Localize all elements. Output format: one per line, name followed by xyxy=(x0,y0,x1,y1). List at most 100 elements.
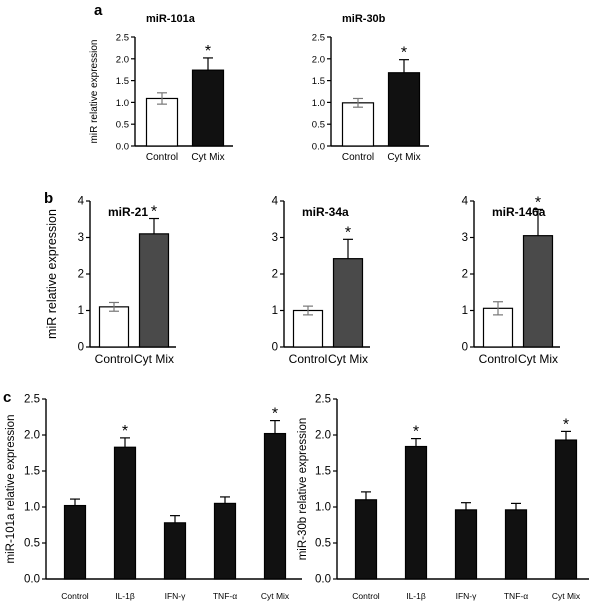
y-tick-label: 1 xyxy=(78,305,84,317)
significance-star: * xyxy=(122,423,128,440)
y-tick-label: 1.5 xyxy=(312,76,325,87)
bar xyxy=(98,306,130,348)
y-tick-label: 3 xyxy=(272,232,278,244)
y-tick-label: 1.5 xyxy=(315,466,331,478)
y-tick-label: 0.0 xyxy=(312,142,325,153)
y-tick-label: 1.0 xyxy=(312,98,325,109)
y-tick-label: 0.5 xyxy=(116,120,129,131)
category-label: TNF-α xyxy=(213,591,237,601)
significance-star: * xyxy=(151,204,157,221)
y-axis-label: miR-30b relative expression xyxy=(297,418,309,561)
y-tick-label: 0.5 xyxy=(24,538,40,550)
y-tick-label: 2.0 xyxy=(116,54,129,65)
significance-star: * xyxy=(535,194,541,211)
bar xyxy=(387,72,421,147)
y-tick-label: 2.0 xyxy=(315,430,331,442)
bar xyxy=(554,439,578,580)
y-tick-label: 2.5 xyxy=(116,33,129,44)
bar xyxy=(404,445,428,580)
category-label: Control xyxy=(289,352,328,366)
chart-5: 0 1 2 3 4 Control * Cyt Mix miR-146a xyxy=(462,194,560,366)
significance-star: * xyxy=(563,416,569,433)
category-label: Cyt Mix xyxy=(328,352,368,366)
y-tick-label: 0 xyxy=(78,342,84,354)
chart-3: 0 1 2 3 4 Control * Cyt Mix miR-21 miR relative e… xyxy=(45,196,176,366)
y-tick-label: 3 xyxy=(78,232,84,244)
y-axis-label: miR relative expression xyxy=(45,209,59,339)
bar xyxy=(504,509,528,580)
significance-star: * xyxy=(401,45,407,62)
bar xyxy=(138,233,170,348)
category-label: TNF-α xyxy=(504,591,528,601)
bar xyxy=(163,522,187,580)
chart-2: 0.0 0.5 1.0 1.5 2.0 2.5 Control * Cyt Mix miR-30b xyxy=(312,13,429,163)
y-tick-label: 2.5 xyxy=(24,394,40,406)
y-tick-label: 2.0 xyxy=(24,430,40,442)
y-tick-label: 0.0 xyxy=(116,142,129,153)
category-label: IFN-γ xyxy=(165,591,187,601)
y-axis-label: miR relative expression xyxy=(89,40,100,144)
y-tick-label: 2.5 xyxy=(312,33,325,44)
y-tick-label: 1 xyxy=(272,305,278,317)
chart-title: miR-30b xyxy=(342,13,386,25)
bar xyxy=(63,504,87,580)
category-label: Cyt Mix xyxy=(261,591,290,601)
y-tick-label: 2.0 xyxy=(312,54,325,65)
y-tick-label: 4 xyxy=(272,196,279,208)
significance-star: * xyxy=(345,224,351,241)
panel-letter-b: b xyxy=(44,190,53,207)
significance-star: * xyxy=(205,43,211,60)
category-label: Control xyxy=(61,591,89,601)
chart-title: miR-34a xyxy=(302,205,349,219)
category-label: Cyt Mix xyxy=(387,152,420,163)
chart-1: 0.0 0.5 1.0 1.5 2.0 2.5 Control * Cyt Mix miR-101… xyxy=(89,13,233,163)
bar xyxy=(213,502,237,580)
y-tick-label: 2 xyxy=(462,269,468,281)
category-label: IL-1β xyxy=(406,591,426,601)
significance-star: * xyxy=(272,406,278,423)
category-label: Cyt Mix xyxy=(552,591,581,601)
chart-title: miR-21 xyxy=(108,205,148,219)
category-label: IFN-γ xyxy=(456,591,478,601)
y-tick-label: 1.0 xyxy=(24,502,40,514)
y-tick-label: 0.5 xyxy=(315,538,331,550)
y-tick-label: 0.5 xyxy=(312,120,325,131)
bar xyxy=(191,69,225,147)
category-label: Control xyxy=(352,591,380,601)
y-tick-label: 1 xyxy=(462,305,468,317)
panel-letter-c: c xyxy=(3,389,11,406)
bar xyxy=(522,235,554,348)
category-label: Control xyxy=(146,152,178,163)
chart-6: 0.0 0.5 1.0 1.5 2.0 2.5 Control * IL-1β IFN-γ TNF-… xyxy=(5,394,302,601)
chart-4: 0 1 2 3 4 Control * Cyt Mix miR-34a xyxy=(272,196,370,366)
y-tick-label: 1.5 xyxy=(116,76,129,87)
y-tick-label: 0 xyxy=(462,342,468,354)
y-tick-label: 3 xyxy=(462,232,468,244)
category-label: Cyt Mix xyxy=(191,152,224,163)
panel-letter-a: a xyxy=(94,2,103,19)
bar xyxy=(263,432,287,580)
bar xyxy=(292,309,324,348)
y-tick-label: 1.0 xyxy=(116,98,129,109)
y-tick-label: 4 xyxy=(462,196,469,208)
y-tick-label: 2 xyxy=(78,269,84,281)
y-tick-label: 1.5 xyxy=(24,466,40,478)
bar xyxy=(113,446,137,580)
y-tick-label: 2.5 xyxy=(315,394,331,406)
y-axis-label: miR-101a relative expression xyxy=(5,415,17,564)
chart-title: miR-101a xyxy=(146,13,196,25)
chart-7: 0.0 0.5 1.0 1.5 2.0 2.5 Control * IL-1β IFN-γ TNF-… xyxy=(297,394,589,601)
category-label: Cyt Mix xyxy=(518,352,558,366)
y-tick-label: 1.0 xyxy=(315,502,331,514)
y-tick-label: 4 xyxy=(78,196,85,208)
bar xyxy=(145,97,179,147)
bar xyxy=(354,499,378,580)
category-label: Control xyxy=(95,352,134,366)
category-label: IL-1β xyxy=(115,591,135,601)
bar xyxy=(454,509,478,580)
category-label: Control xyxy=(342,152,374,163)
significance-star: * xyxy=(413,424,419,441)
y-tick-label: 2 xyxy=(272,269,278,281)
y-tick-label: 0 xyxy=(272,342,278,354)
